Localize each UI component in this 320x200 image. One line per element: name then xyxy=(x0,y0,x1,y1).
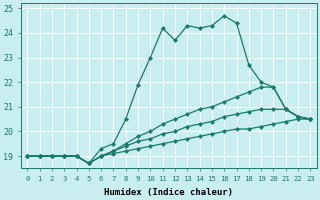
X-axis label: Humidex (Indice chaleur): Humidex (Indice chaleur) xyxy=(104,188,233,197)
